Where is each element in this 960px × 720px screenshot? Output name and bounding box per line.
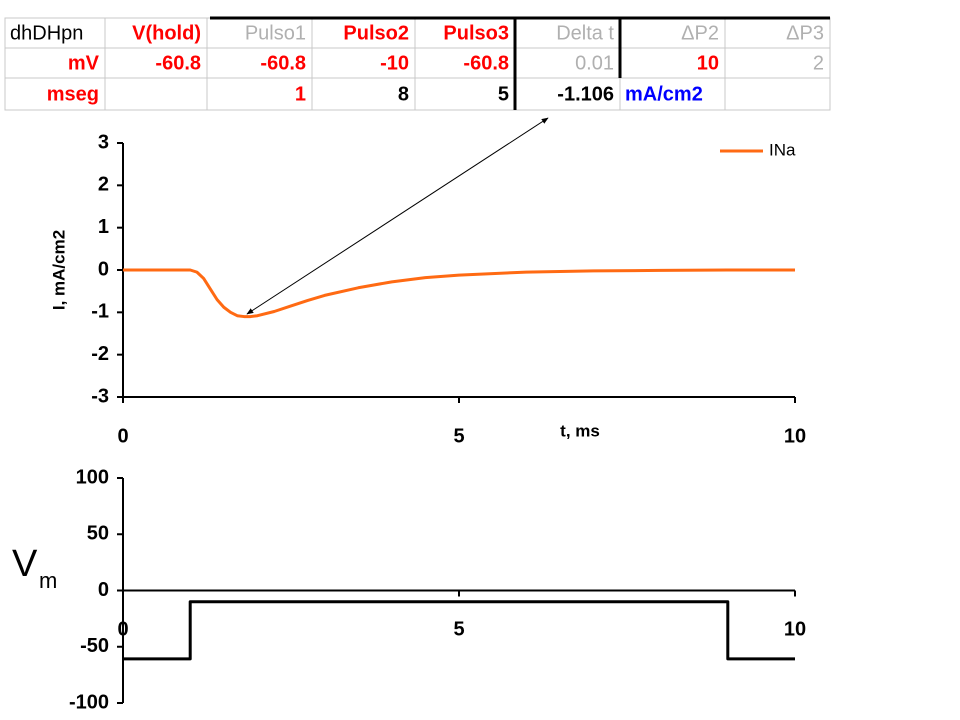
table-cell bbox=[514, 77, 621, 111]
cell-text: mV bbox=[68, 52, 100, 74]
cell-text: 2 bbox=[813, 52, 824, 74]
cell-text: -60.8 bbox=[260, 52, 306, 74]
table-cell bbox=[724, 17, 831, 49]
cell-text: Pulso2 bbox=[343, 22, 409, 44]
y-tick-label: -2 bbox=[91, 343, 109, 365]
y-tick-label: -1 bbox=[91, 301, 109, 323]
cell-text: Pulso3 bbox=[443, 22, 509, 44]
y-tick-label: 2 bbox=[98, 174, 109, 196]
y-axis-title: I, mA/cm2 bbox=[49, 230, 68, 310]
cell-text: -10 bbox=[380, 52, 409, 74]
x-tick-label: 0 bbox=[117, 425, 128, 447]
table-cell bbox=[514, 47, 621, 79]
cell-text: mA/cm2 bbox=[625, 83, 703, 105]
y-axis-title: V bbox=[12, 543, 38, 585]
x-axis-title: t, ms bbox=[560, 421, 600, 440]
y-tick-label: -50 bbox=[80, 635, 109, 657]
cell-text: -1.106 bbox=[557, 83, 614, 105]
cell-text: mseg bbox=[47, 83, 99, 105]
table-cell bbox=[104, 17, 208, 49]
table-cell bbox=[311, 77, 416, 111]
y-tick-label: -100 bbox=[69, 691, 109, 713]
cell-text: 5 bbox=[498, 83, 509, 105]
y-tick-label: -3 bbox=[91, 385, 109, 407]
x-tick-label: 0 bbox=[117, 618, 128, 640]
annotation-arrow bbox=[246, 117, 549, 315]
table-cell bbox=[311, 47, 416, 79]
spreadsheet-table: dhDHpn V(hold) Pulso1 Pulso2 Pulso3 Delta t ΔP… bbox=[4, 16, 831, 111]
table-cell bbox=[619, 77, 726, 111]
cell-text: Pulso1 bbox=[245, 22, 306, 44]
data-line bbox=[123, 600, 795, 661]
y-axis-title-sub: m bbox=[39, 568, 57, 593]
table-cell bbox=[724, 47, 831, 79]
cell-text: 8 bbox=[398, 83, 409, 105]
legend-label: INa bbox=[769, 140, 796, 159]
cell-text: -60.8 bbox=[155, 52, 201, 74]
current-chart: -3 -2 -1 0 1 2 3 0 5 10 t, ms I, mA/cm2 INa bbox=[49, 131, 806, 447]
cell-text: dhDHpn bbox=[10, 22, 83, 44]
cell-text: 1 bbox=[295, 83, 306, 105]
cell-text: ΔP2 bbox=[681, 22, 719, 44]
y-tick-label: 1 bbox=[98, 216, 109, 238]
cell-text: ΔP3 bbox=[786, 22, 824, 44]
y-tick-label: 100 bbox=[76, 466, 109, 488]
x-tick-label: 5 bbox=[453, 618, 464, 640]
table-cell bbox=[414, 77, 516, 111]
y-tick-label: 0 bbox=[98, 579, 109, 601]
cell-text: 0.01 bbox=[575, 52, 614, 74]
voltage-chart: -100 -50 0 50 100 0 5 10 V m bbox=[12, 466, 806, 713]
table-cell bbox=[4, 17, 106, 49]
table-cell bbox=[104, 77, 208, 111]
y-tick-label: 50 bbox=[87, 523, 109, 545]
data-line bbox=[123, 268, 795, 319]
y-tick-label: 0 bbox=[98, 258, 109, 280]
table-cell bbox=[206, 77, 313, 111]
cell-text: V(hold) bbox=[132, 22, 201, 44]
table-cell bbox=[724, 77, 831, 111]
table-cell bbox=[4, 77, 106, 111]
x-tick-label: 10 bbox=[784, 618, 806, 640]
y-tick-label: 3 bbox=[98, 131, 109, 153]
table-cell bbox=[104, 47, 208, 79]
cell-text: -60.8 bbox=[463, 52, 509, 74]
x-tick-label: 5 bbox=[453, 425, 464, 447]
cell-text: Delta t bbox=[556, 22, 614, 44]
cell-text: 10 bbox=[697, 52, 719, 74]
x-tick-label: 10 bbox=[784, 425, 806, 447]
